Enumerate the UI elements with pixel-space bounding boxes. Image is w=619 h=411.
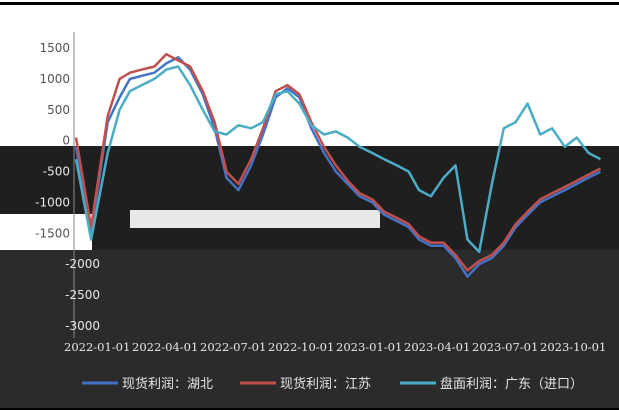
- x-tick-labels: 2022-01-01 2022-04-01 2022-07-01 2022-10-01…: [64, 340, 606, 354]
- bottom-rule: [0, 408, 619, 410]
- y-tick-label: 1500: [39, 41, 70, 55]
- y-tick-label: -3000: [65, 319, 100, 333]
- y-tick-label: 0: [62, 134, 70, 148]
- legend: 现货利润：湖北 现货利润：江苏 盘面利润：广东（进口）: [82, 376, 583, 392]
- x-tick-label: 2023-07-01: [472, 340, 538, 354]
- series-line-1: [74, 52, 602, 272]
- y-tick-label: -1500: [35, 226, 70, 240]
- legend-label-0: 现货利润：湖北: [122, 376, 213, 392]
- x-tick-label: 2023-04-01: [404, 340, 470, 354]
- y-tick-label: -2500: [65, 288, 100, 302]
- y-tick-labels: 1500 1000 500 0 -500 -1000 -1500 -2000 -2500 -300…: [35, 41, 100, 333]
- x-tick-label: 2023-01-01: [336, 340, 402, 354]
- series-line-0: [74, 56, 602, 278]
- series-lines: [74, 52, 602, 278]
- x-tick-label: 2022-07-01: [200, 340, 266, 354]
- legend-label-1: 现货利润：江苏: [280, 376, 371, 392]
- series-line-2: [74, 65, 602, 254]
- x-tick-label: 2022-04-01: [132, 340, 198, 354]
- x-tick-label: 2022-10-01: [268, 340, 334, 354]
- y-tick-label: 500: [47, 103, 70, 117]
- top-rule: [0, 2, 619, 5]
- legend-label-2: 盘面利润：广东（进口）: [440, 376, 583, 392]
- y-tick-label: 1000: [39, 72, 70, 86]
- x-tick-label: 2023-10-01: [540, 340, 606, 354]
- dark-overlay: [0, 146, 619, 408]
- x-tick-label: 2022-01-01: [64, 340, 130, 354]
- light-strip: [130, 210, 380, 228]
- y-tick-label: -2000: [65, 257, 100, 271]
- y-tick-label: -1000: [35, 195, 70, 209]
- y-tick-label: -500: [43, 165, 70, 179]
